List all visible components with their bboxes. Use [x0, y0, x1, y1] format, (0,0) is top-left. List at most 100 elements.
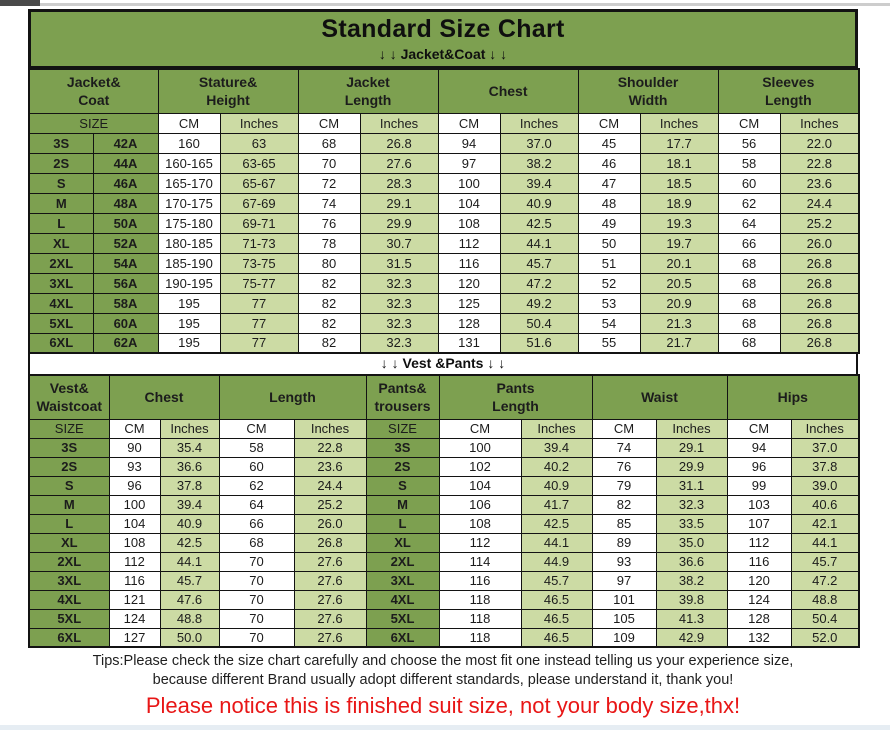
inches-value-cell: 18.9	[639, 192, 719, 214]
size-cell: 2S	[28, 456, 110, 477]
cm-value-cell: 107	[726, 513, 792, 534]
cm-value-cell: 114	[438, 551, 522, 572]
column-group-header: Chest	[108, 374, 220, 420]
cm-value-cell: 128	[437, 312, 501, 334]
unit-inches-cell: Inches	[790, 418, 860, 439]
size-header-cell: SIZE	[365, 418, 440, 439]
inches-value-cell: 69-71	[219, 212, 299, 234]
column-group-header: Shoulder Width	[577, 68, 719, 114]
unit-cm-cell: CM	[438, 418, 522, 439]
inches-value-cell: 44.1	[159, 551, 220, 572]
inches-value-cell: 38.2	[499, 152, 579, 174]
cm-value-cell: 66	[218, 513, 295, 534]
inches-value-cell: 50.4	[790, 608, 860, 629]
column-group-header: Jacket Length	[297, 68, 439, 114]
inches-value-cell: 44.9	[520, 551, 593, 572]
cm-value-cell: 48	[577, 192, 641, 214]
inches-value-cell: 23.6	[779, 172, 860, 194]
cm-value-cell: 124	[108, 608, 161, 629]
unit-inches-cell: Inches	[655, 418, 728, 439]
vest-pants-section-label: ↓ ↓ Vest &Pants ↓ ↓	[28, 354, 858, 374]
inches-value-cell: 27.6	[293, 589, 367, 610]
inches-value-cell: 39.4	[520, 437, 593, 458]
cm-value-cell: 170-175	[157, 192, 221, 214]
inches-value-cell: 20.1	[639, 252, 719, 274]
inches-value-cell: 40.9	[520, 475, 593, 496]
cm-value-cell: 121	[108, 589, 161, 610]
cm-value-cell: 76	[591, 456, 657, 477]
cm-value-cell: 112	[438, 532, 522, 553]
cm-value-cell: 68	[717, 292, 781, 314]
inches-value-cell: 40.2	[520, 456, 593, 477]
cm-value-cell: 195	[157, 292, 221, 314]
inches-value-cell: 63	[219, 132, 299, 154]
inches-value-cell: 63-65	[219, 152, 299, 174]
unit-inches-cell: Inches	[639, 112, 719, 134]
cm-value-cell: 46	[577, 152, 641, 174]
size-cell: 2XL	[28, 252, 94, 274]
inches-value-cell: 42.5	[159, 532, 220, 553]
size-cell: 3S	[28, 437, 110, 458]
cm-value-cell: 116	[438, 570, 522, 591]
inches-value-cell: 32.3	[359, 292, 439, 314]
inches-value-cell: 18.5	[639, 172, 719, 194]
photo-artifact-bottom-strip	[0, 725, 890, 730]
inches-value-cell: 37.0	[499, 132, 579, 154]
size-cell: 6XL	[365, 627, 440, 648]
column-group-header: Pants& trousers	[365, 374, 440, 420]
inches-value-cell: 65-67	[219, 172, 299, 194]
inches-value-cell: 44.1	[790, 532, 860, 553]
cm-value-cell: 70	[218, 570, 295, 591]
column-group-header: Pants Length	[438, 374, 593, 420]
inches-value-cell: 47.6	[159, 589, 220, 610]
inches-value-cell: 25.2	[293, 494, 367, 515]
inches-value-cell: 40.9	[499, 192, 579, 214]
inches-value-cell: 40.6	[790, 494, 860, 515]
cm-value-cell: 58	[717, 152, 781, 174]
tips-line-1: Tips:Please check the size chart careful…	[92, 653, 794, 669]
size-cell: 6XL	[28, 627, 110, 648]
vest-pants-size-table: Vest& Waistcoat Chest Length Pants& trouser…	[28, 374, 861, 648]
cm-value-cell: 100	[437, 172, 501, 194]
inches-value-cell: 52.0	[790, 627, 860, 648]
inches-value-cell: 26.8	[359, 132, 439, 154]
size-code-cell: 50A	[92, 212, 159, 234]
inches-value-cell: 29.1	[359, 192, 439, 214]
inches-value-cell: 18.1	[639, 152, 719, 174]
cm-value-cell: 68	[297, 132, 361, 154]
cm-value-cell: 68	[717, 332, 781, 354]
inches-value-cell: 42.9	[655, 627, 728, 648]
unit-cm-cell: CM	[297, 112, 361, 134]
photo-artifact-top-corner	[0, 0, 40, 6]
size-cell: S	[28, 475, 110, 496]
cm-value-cell: 127	[108, 627, 161, 648]
inches-value-cell: 39.4	[159, 494, 220, 515]
inches-value-cell: 27.6	[293, 551, 367, 572]
title-box: Standard Size Chart ↓ ↓ Jacket&Coat ↓ ↓	[28, 9, 858, 68]
unit-cm-cell: CM	[717, 112, 781, 134]
inches-value-cell: 31.1	[655, 475, 728, 496]
size-code-cell: 58A	[92, 292, 159, 314]
size-code-cell: 52A	[92, 232, 159, 254]
cm-value-cell: 74	[591, 437, 657, 458]
cm-value-cell: 97	[437, 152, 501, 174]
inches-value-cell: 17.7	[639, 132, 719, 154]
inches-value-cell: 50.4	[499, 312, 579, 334]
inches-value-cell: 33.5	[655, 513, 728, 534]
inches-value-cell: 51.6	[499, 332, 579, 354]
cm-value-cell: 97	[591, 570, 657, 591]
cm-value-cell: 100	[108, 494, 161, 515]
cm-value-cell: 93	[108, 456, 161, 477]
unit-inches-cell: Inches	[293, 418, 367, 439]
inches-value-cell: 28.3	[359, 172, 439, 194]
cm-value-cell: 195	[157, 312, 221, 334]
inches-value-cell: 26.8	[779, 312, 860, 334]
cm-value-cell: 94	[437, 132, 501, 154]
unit-inches-cell: Inches	[779, 112, 860, 134]
cm-value-cell: 160-165	[157, 152, 221, 174]
tips-text: Tips:Please check the size chart careful…	[28, 652, 858, 690]
inches-value-cell: 37.8	[790, 456, 860, 477]
jacket-coat-size-table: Jacket& Coat Stature& Height Jacket Length…	[28, 68, 861, 354]
inches-value-cell: 29.9	[359, 212, 439, 234]
